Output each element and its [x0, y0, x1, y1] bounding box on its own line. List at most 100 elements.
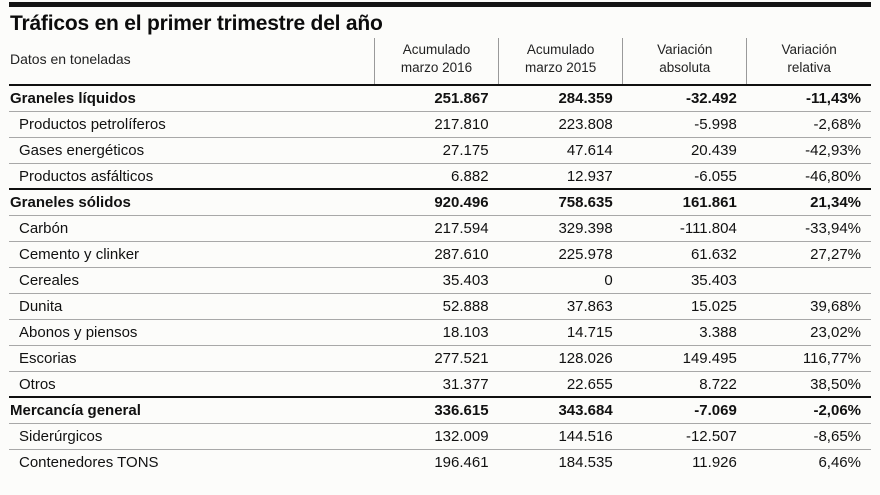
column-header-variacion-relativa: Variación relativa	[746, 38, 871, 86]
row-label: Dunita	[9, 292, 375, 320]
cell-value: 758.635	[498, 188, 623, 216]
row-label: Productos asfálticos	[9, 162, 375, 190]
infographic-table-panel: Tráficos en el primer trimestre del año …	[9, 2, 871, 476]
table-row: Graneles líquidos 251.867 284.359 -32.492 -1…	[9, 84, 871, 112]
table-row: Otros 31.377 22.655 8.722 38,50%	[9, 370, 871, 398]
cell-value: 116,77%	[746, 344, 871, 372]
cell-value: 6,46%	[746, 448, 871, 476]
table-row: Escorias 277.521 128.026 149.495 116,77%	[9, 344, 871, 372]
cell-value: 14.715	[498, 318, 623, 346]
cell-value: 3.388	[622, 318, 747, 346]
cell-value: 31.377	[374, 370, 499, 398]
cell-value: 20.439	[622, 136, 747, 164]
cell-value: -7.069	[622, 396, 747, 424]
row-label: Graneles sólidos	[9, 188, 375, 216]
cell-value: 128.026	[498, 344, 623, 372]
cell-value: 196.461	[374, 448, 499, 476]
table-row: Cereales 35.403 0 35.403	[9, 266, 871, 294]
cell-value: 920.496	[374, 188, 499, 216]
cell-value: 23,02%	[746, 318, 871, 346]
column-header-acumulado-2015: Acumulado marzo 2015	[498, 38, 623, 86]
cell-value: -11,43%	[746, 84, 871, 112]
cell-value: 284.359	[498, 84, 623, 112]
row-label: Mercancía general	[9, 396, 375, 424]
unit-note: Datos en toneladas	[10, 50, 131, 67]
table-row: Productos petrolíferos 217.810 223.808 -5.9…	[9, 110, 871, 138]
cell-value: 35.403	[622, 266, 747, 294]
row-label: Productos petrolíferos	[9, 110, 375, 138]
traffic-table: Datos en toneladas Acumulado marzo 2016 …	[9, 38, 871, 476]
cell-value: 223.808	[498, 110, 623, 138]
cell-value: 132.009	[374, 422, 499, 450]
cell-value: -33,94%	[746, 214, 871, 242]
cell-value: -6.055	[622, 162, 747, 190]
cell-value: 149.495	[622, 344, 747, 372]
cell-value: 287.610	[374, 240, 499, 268]
row-label: Contenedores TONS	[9, 448, 375, 476]
row-label: Gases energéticos	[9, 136, 375, 164]
cell-value: 217.594	[374, 214, 499, 242]
cell-value: -2,06%	[746, 396, 871, 424]
cell-value: 52.888	[374, 292, 499, 320]
cell-value: -8,65%	[746, 422, 871, 450]
cell-value: 8.722	[622, 370, 747, 398]
table-row: Cemento y clinker 287.610 225.978 61.632 27,…	[9, 240, 871, 268]
cell-value: 27.175	[374, 136, 499, 164]
table-row: Dunita 52.888 37.863 15.025 39,68%	[9, 292, 871, 320]
cell-value: 37.863	[498, 292, 623, 320]
row-label: Cemento y clinker	[9, 240, 375, 268]
page-title: Tráficos en el primer trimestre del año	[10, 12, 383, 35]
cell-value: 225.978	[498, 240, 623, 268]
row-label: Otros	[9, 370, 375, 398]
cell-value: 12.937	[498, 162, 623, 190]
cell-value: 161.861	[622, 188, 747, 216]
row-label: Escorias	[9, 344, 375, 372]
cell-value: 11.926	[622, 448, 747, 476]
cell-value: 0	[498, 266, 623, 294]
cell-value: 21,34%	[746, 188, 871, 216]
cell-value: -5.998	[622, 110, 747, 138]
cell-value: 251.867	[374, 84, 499, 112]
cell-value: 343.684	[498, 396, 623, 424]
cell-value: 18.103	[374, 318, 499, 346]
table-body: Graneles líquidos 251.867 284.359 -32.492 -1…	[9, 84, 871, 476]
column-header-variacion-absoluta: Variación absoluta	[622, 38, 747, 86]
cell-value: 144.516	[498, 422, 623, 450]
cell-value: 38,50%	[746, 370, 871, 398]
cell-value: 35.403	[374, 266, 499, 294]
cell-value: 184.535	[498, 448, 623, 476]
cell-value: 6.882	[374, 162, 499, 190]
cell-value: 329.398	[498, 214, 623, 242]
table-row: Mercancía general 336.615 343.684 -7.069 -2,…	[9, 396, 871, 424]
cell-value: 277.521	[374, 344, 499, 372]
cell-value: 47.614	[498, 136, 623, 164]
row-label: Carbón	[9, 214, 375, 242]
cell-value: -42,93%	[746, 136, 871, 164]
cell-value: -32.492	[622, 84, 747, 112]
cell-value: 22.655	[498, 370, 623, 398]
cell-value: 217.810	[374, 110, 499, 138]
table-row: Abonos y piensos 18.103 14.715 3.388 23,02%	[9, 318, 871, 346]
cell-value: -12.507	[622, 422, 747, 450]
cell-value: 27,27%	[746, 240, 871, 268]
table-row: Gases energéticos 27.175 47.614 20.439 -42,9…	[9, 136, 871, 164]
top-rule	[9, 2, 871, 7]
table-row: Carbón 217.594 329.398 -111.804 -33,94%	[9, 214, 871, 242]
cell-value: 39,68%	[746, 292, 871, 320]
cell-value: 15.025	[622, 292, 747, 320]
cell-value: 61.632	[622, 240, 747, 268]
cell-value: -46,80%	[746, 162, 871, 190]
table-row: Contenedores TONS 196.461 184.535 11.926 6,4…	[9, 448, 871, 476]
table-row: Productos asfálticos 6.882 12.937 -6.055 -46…	[9, 162, 871, 190]
table-row: Siderúrgicos 132.009 144.516 -12.507 -8,65%	[9, 422, 871, 450]
row-label: Abonos y piensos	[9, 318, 375, 346]
row-label: Graneles líquidos	[9, 84, 375, 112]
cell-value: -2,68%	[746, 110, 871, 138]
row-label: Siderúrgicos	[9, 422, 375, 450]
cell-value	[746, 266, 871, 294]
cell-value: -111.804	[622, 214, 747, 242]
column-header-acumulado-2016: Acumulado marzo 2016	[373, 38, 499, 86]
table-header-row: Datos en toneladas Acumulado marzo 2016 …	[9, 38, 871, 86]
cell-value: 336.615	[374, 396, 499, 424]
table-row: Graneles sólidos 920.496 758.635 161.861 21,…	[9, 188, 871, 216]
